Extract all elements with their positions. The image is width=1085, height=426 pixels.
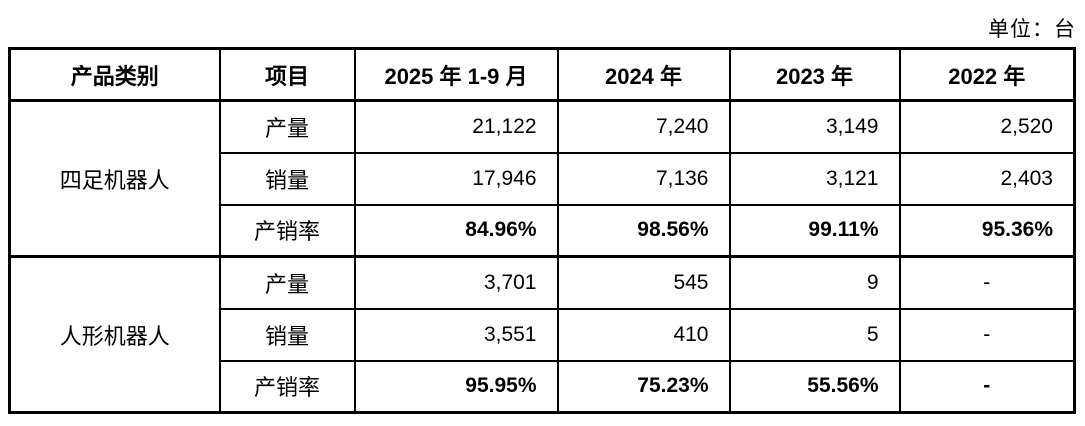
item-label: 销量: [218, 151, 356, 206]
table-header: 产品类别 项目 2025 年 1-9 月 2024 年 2023 年 2022 …: [8, 47, 1076, 102]
cell-value: 3,551: [353, 307, 559, 362]
row-humanoid-output: 人形机器人 产量 3,701 545 9 -: [8, 255, 1076, 414]
cell-value: 7,136: [556, 151, 731, 206]
row-quadruped-output: 四足机器人 产量 21,122 7,240 3,149 2,520: [8, 99, 1076, 258]
header-2022: 2022 年: [898, 47, 1076, 102]
table-body: 四足机器人 产量 21,122 7,240 3,149 2,520 销量 17,…: [8, 99, 1076, 414]
header-2023: 2023 年: [728, 47, 901, 102]
unit-label: 单位：台: [988, 18, 1076, 41]
cell-value: 545: [556, 255, 731, 310]
row-quadruped-ratio: 产销率 84.96% 98.56% 99.11% 95.36%: [10, 203, 1076, 258]
cell-value: 75.23%: [556, 359, 731, 414]
cell-value: 9: [728, 255, 901, 310]
production-sales-table: 产品类别 项目 2025 年 1-9 月 2024 年 2023 年 2022 …: [8, 47, 1076, 414]
item-label: 产销率: [218, 359, 356, 414]
cell-value: 7,240: [556, 99, 731, 154]
item-label: 产销率: [218, 203, 356, 258]
cell-value: 17,946: [353, 151, 559, 206]
row-humanoid-sales: 销量 3,551 410 5 -: [10, 307, 1076, 362]
cell-value: 21,122: [353, 99, 559, 154]
header-2024: 2024 年: [556, 47, 731, 102]
item-label: 产量: [218, 255, 356, 310]
cell-value: 3,149: [728, 99, 901, 154]
row-quadruped-sales: 销量 17,946 7,136 3,121 2,403: [10, 151, 1076, 206]
cell-value: 55.56%: [728, 359, 901, 414]
cell-value: 410: [556, 307, 731, 362]
cell-value: -: [898, 359, 1076, 414]
category-humanoid-robot: 人形机器人: [8, 255, 221, 414]
header-2025: 2025 年 1-9 月: [353, 47, 559, 102]
cell-value: 95.36%: [898, 203, 1076, 258]
header-category: 产品类别: [8, 47, 221, 102]
row-humanoid-ratio: 产销率 95.95% 75.23% 55.56% -: [10, 359, 1076, 414]
cell-value: -: [898, 307, 1076, 362]
cell-value: 84.96%: [353, 203, 559, 258]
cell-value: 5: [728, 307, 901, 362]
category-quadruped-robot: 四足机器人: [8, 99, 221, 258]
cell-value: 2,520: [898, 99, 1076, 154]
cell-value: -: [898, 255, 1076, 310]
header-item: 项目: [218, 47, 356, 102]
header-row: 产品类别 项目 2025 年 1-9 月 2024 年 2023 年 2022 …: [8, 47, 1076, 102]
item-label: 产量: [218, 99, 356, 154]
cell-value: 3,121: [728, 151, 901, 206]
cell-value: 3,701: [353, 255, 559, 310]
cell-value: 2,403: [898, 151, 1076, 206]
item-label: 销量: [218, 307, 356, 362]
cell-value: 98.56%: [556, 203, 731, 258]
cell-value: 99.11%: [728, 203, 901, 258]
cell-value: 95.95%: [353, 359, 559, 414]
